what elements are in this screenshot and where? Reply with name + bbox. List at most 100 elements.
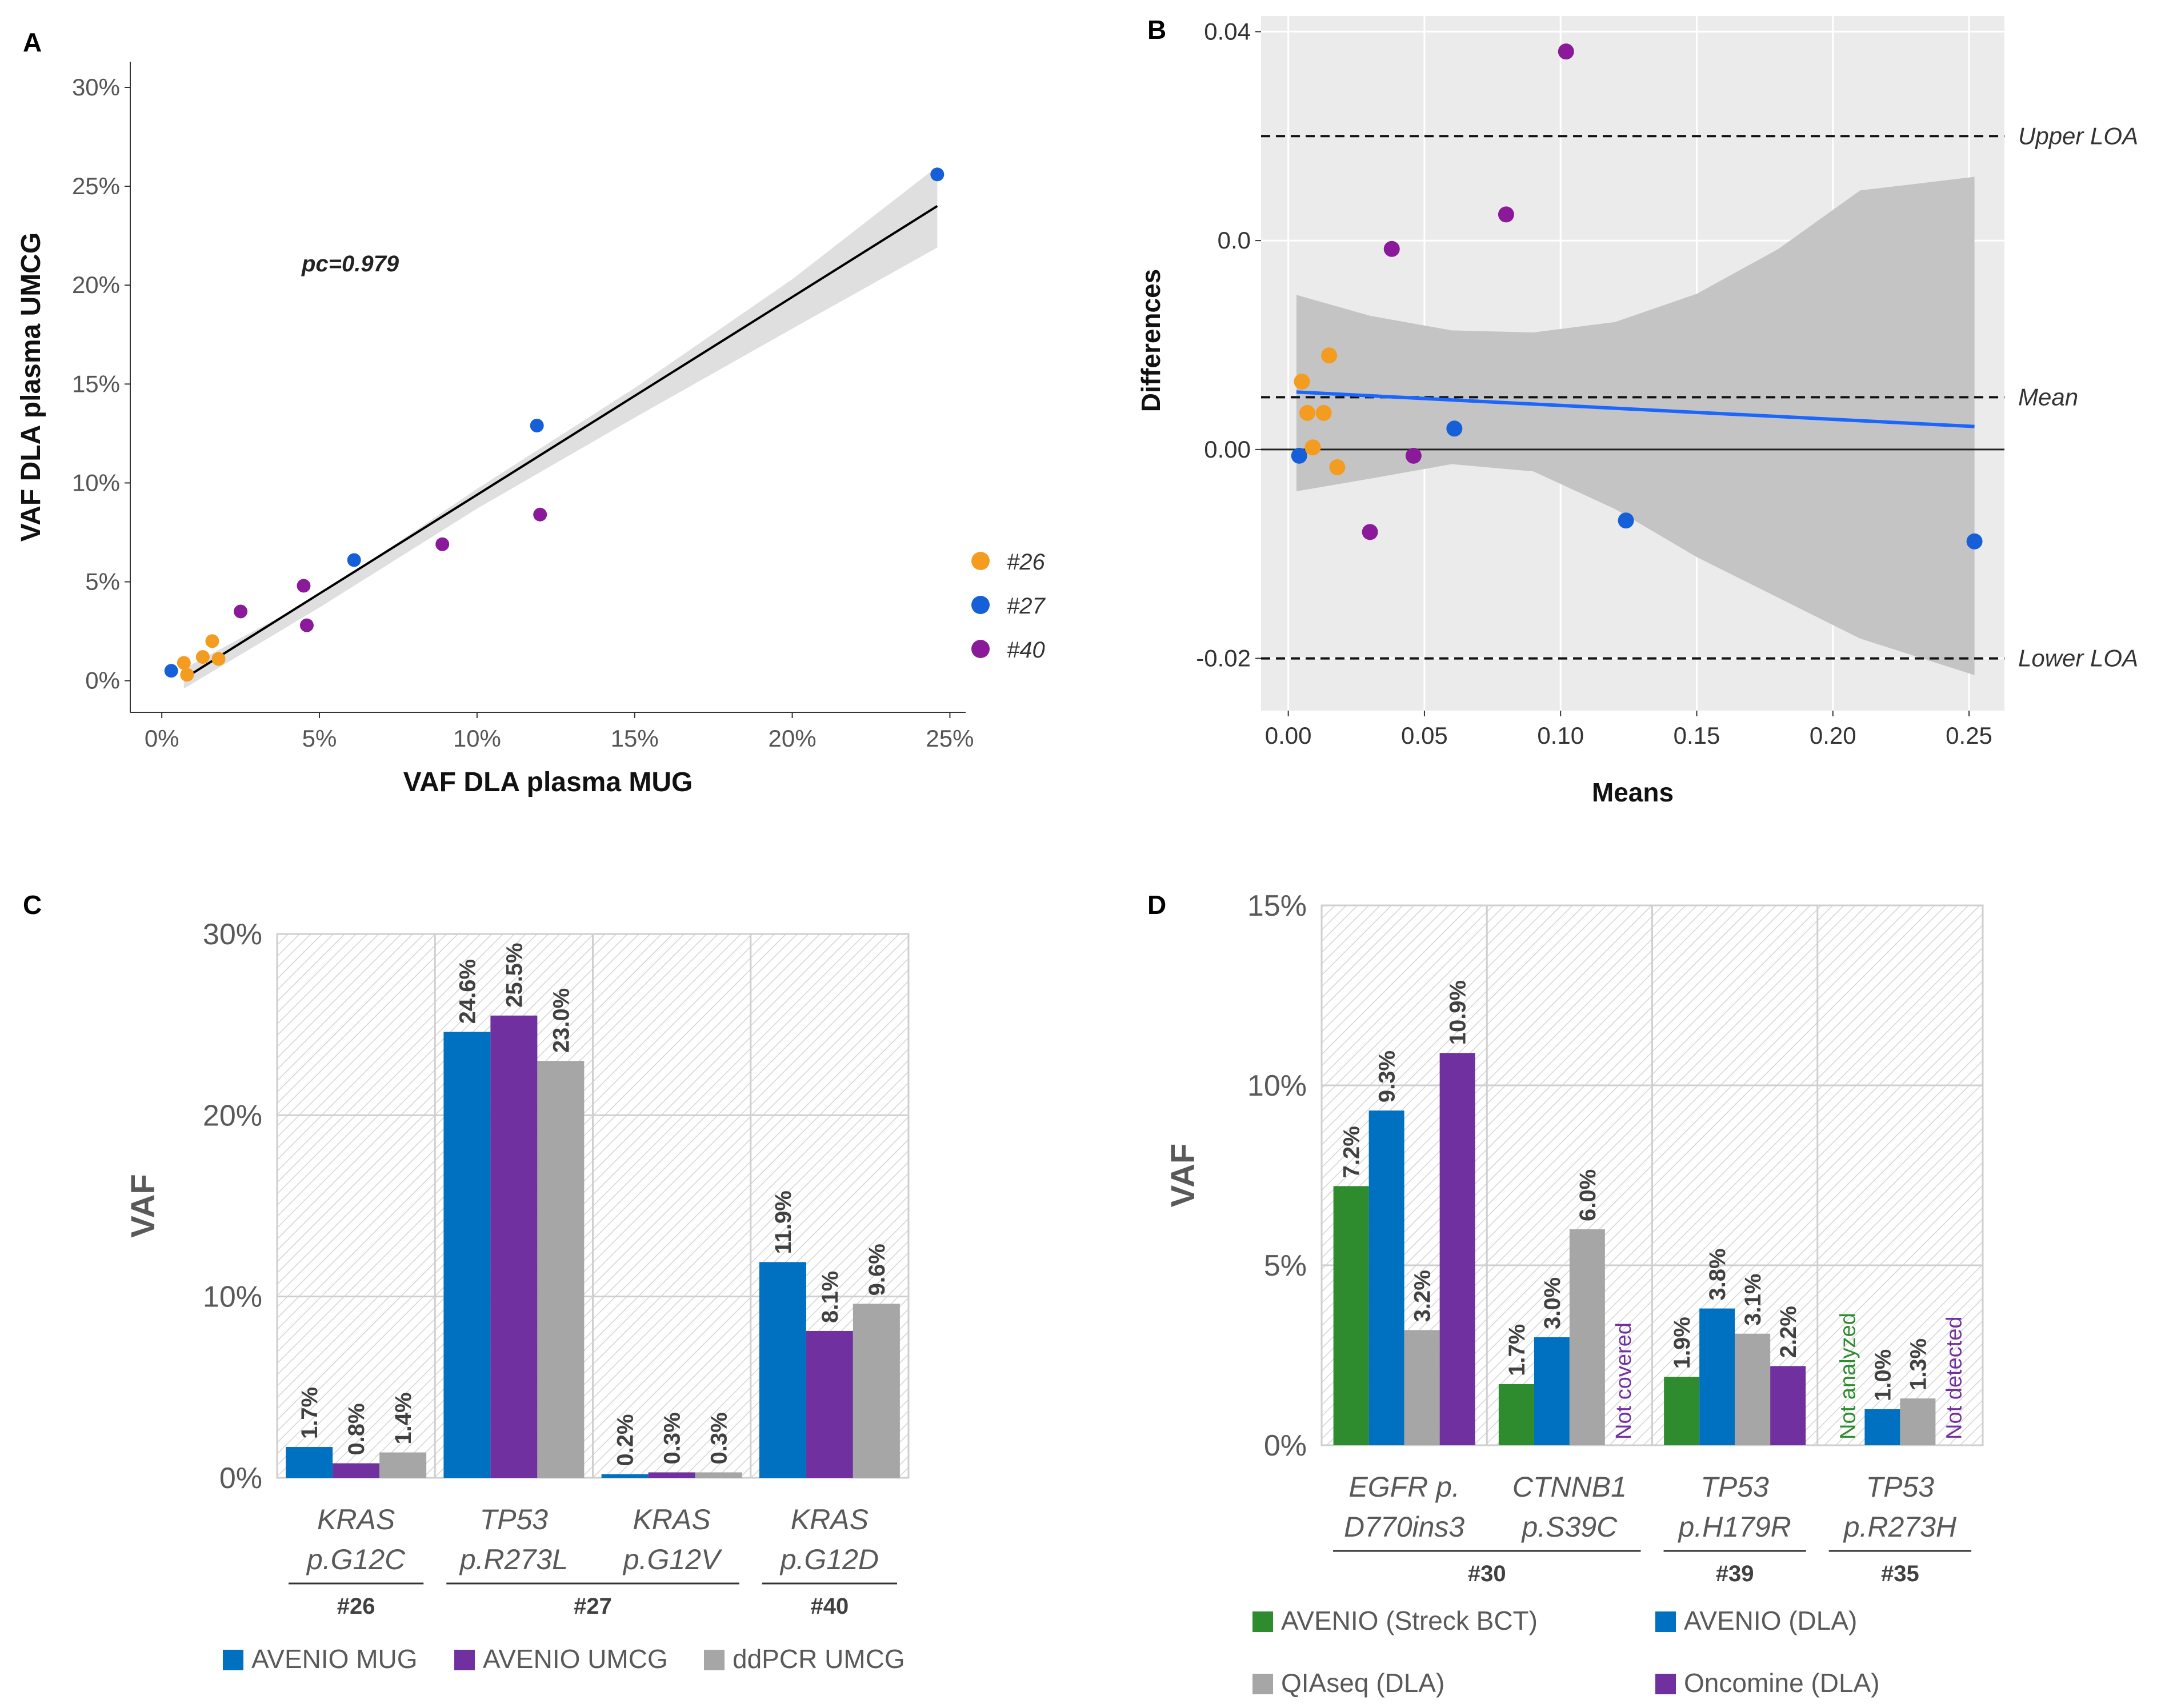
c-bar-avenio-umcg xyxy=(490,1015,538,1478)
b-y-tick-label: -0.02 xyxy=(1196,645,1251,672)
b-x-tick-label: 0.00 xyxy=(1265,722,1312,749)
c-bar-ddpcr-umcg xyxy=(537,1061,585,1478)
d-group-label: #39 xyxy=(1716,1561,1754,1586)
d-data-label-oncomine-dla: 2.2% xyxy=(1776,1306,1801,1358)
b-x-tick-label: 0.25 xyxy=(1946,722,1992,749)
d-y-tick-label: 10% xyxy=(1247,1069,1307,1102)
a-y-axis-title: VAF DLA plasma UMCG xyxy=(16,232,46,542)
d-y-axis-title: VAF xyxy=(1164,1144,1202,1208)
c-data-label-avenio-umcg: 25.5% xyxy=(502,943,527,1007)
a-point-40 xyxy=(234,604,248,619)
c-y-tick-label: 10% xyxy=(203,1281,262,1314)
c-y-tick-label: 30% xyxy=(203,918,262,951)
c-data-label-avenio-mug: 1.7% xyxy=(297,1387,322,1439)
c-category-label: KRAS xyxy=(791,1503,869,1535)
a-legend-marker-26 xyxy=(971,552,990,570)
c-legend-label-avenio-mug: AVENIO MUG xyxy=(251,1644,418,1674)
a-point-27 xyxy=(530,419,544,433)
d-bar-oncomine-dla xyxy=(1439,1053,1475,1445)
d-bar-avenio-dla xyxy=(1534,1337,1570,1445)
a-legend-label-26: #26 xyxy=(1007,550,1045,575)
c-category-label: KRAS xyxy=(317,1503,395,1535)
c-bar-avenio-umcg xyxy=(806,1330,853,1478)
b-reference-label-mean: Mean xyxy=(2018,383,2078,410)
d-category-label: EGFR p. xyxy=(1348,1471,1459,1503)
c-category-label: TP53 xyxy=(480,1503,549,1535)
d-data-label-qiaseq-dla: 1.3% xyxy=(1906,1338,1931,1390)
d-category-label: p.R273H xyxy=(1843,1511,1957,1543)
a-point-27 xyxy=(164,664,178,678)
c-y-tick-label: 0% xyxy=(219,1462,262,1495)
b-point-40 xyxy=(1383,240,1400,257)
d-bar-avenio-dla xyxy=(1864,1409,1900,1445)
c-data-label-ddpcr-umcg: 0.3% xyxy=(707,1412,732,1464)
d-data-label-avenio-dla: 9.3% xyxy=(1375,1051,1400,1102)
a-point-26 xyxy=(177,656,191,670)
c-legend-swatch-avenio-mug xyxy=(223,1650,243,1670)
a-x-tick-label: 10% xyxy=(453,725,501,752)
a-y-tick-label: 30% xyxy=(72,74,120,101)
d-bar-qiaseq-dla xyxy=(1569,1229,1605,1445)
c-group-label: #26 xyxy=(337,1594,375,1619)
a-y-tick-label: 10% xyxy=(72,469,120,496)
a-point-40 xyxy=(435,537,450,551)
d-data-label-avenio-streck-bct: 1.9% xyxy=(1670,1317,1695,1369)
d-legend-swatch-avenio-streck-bct xyxy=(1252,1611,1273,1632)
b-x-axis-title: Means xyxy=(1592,777,1674,807)
a-y-tick-label: 25% xyxy=(72,173,120,199)
a-confidence-band xyxy=(183,166,938,689)
d-bar-qiaseq-dla xyxy=(1900,1398,1936,1445)
b-trend-line xyxy=(1296,390,1975,428)
b-x-tick-label: 0.10 xyxy=(1537,722,1584,749)
d-legend-swatch-oncomine-dla xyxy=(1655,1674,1676,1694)
d-group-label: #35 xyxy=(1881,1561,1919,1586)
d-legend-label-oncomine-dla: Oncomine (DLA) xyxy=(1684,1668,1880,1698)
c-group-label: #27 xyxy=(574,1594,612,1619)
a-point-40 xyxy=(297,579,311,593)
d-legend-label-avenio-dla: AVENIO (DLA) xyxy=(1684,1606,1857,1635)
c-data-label-avenio-mug: 24.6% xyxy=(455,959,480,1024)
d-bar-avenio-dla xyxy=(1368,1110,1404,1445)
b-point-40 xyxy=(1405,447,1422,464)
a-point-40 xyxy=(533,507,547,522)
a-point-26 xyxy=(211,652,226,666)
panel-d-bar-chart: 0% 5% 10% 15% 7.2% 9.3% 3.2% 10.9% EGFR p. D770in… xyxy=(1164,889,1984,1698)
d-data-label-avenio-streck-bct: 1.7% xyxy=(1504,1324,1530,1376)
b-y-tick-label: 0.0 xyxy=(1218,227,1251,254)
b-y-axis-title: Differences xyxy=(1136,269,1166,412)
b-point-26 xyxy=(1294,374,1310,390)
d-bar-avenio-streck-bct xyxy=(1664,1377,1700,1445)
d-data-label-avenio-streck-bct: Not analyzed xyxy=(1836,1313,1860,1440)
b-point-40 xyxy=(1558,43,1574,60)
panel-c-bar-chart: 0% 10% 20% 30% 1.7% 0.8% 1.4% KRAS p.G12C 24.6% 25… xyxy=(125,918,910,1674)
d-bar-qiaseq-dla xyxy=(1404,1330,1440,1445)
c-bar-ddpcr-umcg xyxy=(695,1472,742,1478)
d-data-label-avenio-dla: 3.0% xyxy=(1540,1277,1565,1329)
b-confidence-band xyxy=(1296,177,1975,675)
c-data-label-avenio-umcg: 8.1% xyxy=(818,1271,843,1323)
a-correlation-annotation: pc=0.979 xyxy=(301,251,399,276)
d-data-label-oncomine-dla: 10.9% xyxy=(1446,980,1471,1045)
b-y-tick-label: 0.04 xyxy=(1204,18,1251,45)
c-category-label: p.R273L xyxy=(459,1543,568,1575)
c-legend-swatch-avenio-umcg xyxy=(454,1650,475,1670)
a-legend-marker-40 xyxy=(971,640,990,658)
d-data-label-avenio-dla: 1.0% xyxy=(1870,1349,1895,1401)
c-legend-swatch-ddpcr-umcg xyxy=(704,1650,725,1670)
d-y-tick-label: 5% xyxy=(1264,1249,1307,1282)
a-y-tick-label: 0% xyxy=(85,667,120,694)
c-data-label-ddpcr-umcg: 1.4% xyxy=(391,1392,416,1444)
panel-letter-c: C xyxy=(23,890,42,920)
a-y-tick-label: 15% xyxy=(72,370,120,397)
b-x-tick-label: 0.05 xyxy=(1401,722,1448,749)
a-x-tick-label: 25% xyxy=(926,725,974,752)
b-point-26 xyxy=(1321,347,1338,364)
d-y-tick-label: 15% xyxy=(1247,889,1307,923)
c-data-label-ddpcr-umcg: 23.0% xyxy=(549,988,574,1053)
d-data-label-qiaseq-dla: 3.1% xyxy=(1740,1274,1766,1326)
c-category-label: p.G12D xyxy=(779,1543,879,1575)
a-legend-marker-27 xyxy=(971,596,990,614)
a-y-tick-label: 20% xyxy=(72,271,120,298)
d-bar-qiaseq-dla xyxy=(1735,1333,1771,1445)
